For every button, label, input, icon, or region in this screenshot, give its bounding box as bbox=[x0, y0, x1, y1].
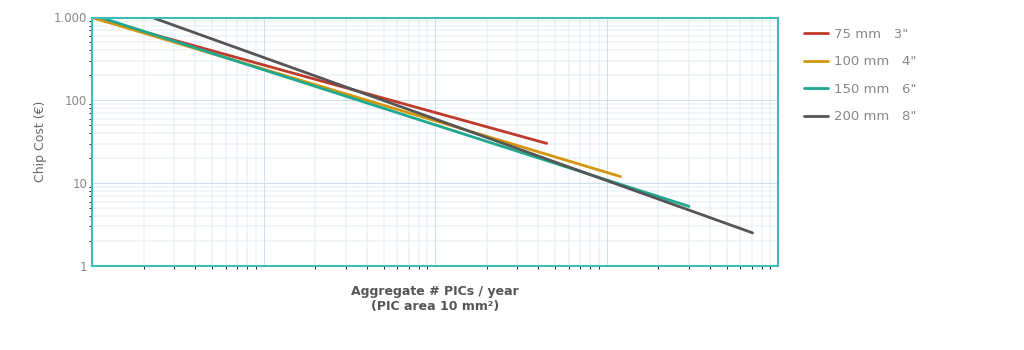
100 mm   4" bbox=[614, 174, 627, 179]
100 mm   4" bbox=[86, 15, 98, 20]
150 mm   6" bbox=[455, 131, 467, 135]
150 mm   6" bbox=[591, 175, 603, 179]
100 mm   4" bbox=[88, 16, 100, 20]
200 mm   8" bbox=[502, 143, 514, 147]
75 mm   3" bbox=[498, 130, 510, 134]
Line: 100 mm   4": 100 mm 4" bbox=[92, 18, 621, 176]
100 mm   4" bbox=[410, 113, 422, 117]
100 mm   4" bbox=[531, 149, 544, 154]
100 mm   4" bbox=[398, 110, 411, 114]
Line: 150 mm   6": 150 mm 6" bbox=[100, 18, 689, 206]
75 mm   3" bbox=[541, 141, 553, 146]
200 mm   8" bbox=[690, 211, 702, 215]
150 mm   6" bbox=[444, 128, 457, 132]
200 mm   8" bbox=[513, 147, 525, 152]
200 mm   8" bbox=[652, 197, 665, 201]
200 mm   8" bbox=[746, 231, 759, 235]
100 mm   4" bbox=[400, 110, 413, 114]
150 mm   6" bbox=[442, 127, 455, 131]
75 mm   3" bbox=[87, 16, 99, 20]
150 mm   6" bbox=[94, 15, 106, 20]
200 mm   8" bbox=[148, 16, 161, 20]
Line: 75 mm   3": 75 mm 3" bbox=[92, 18, 547, 144]
150 mm   6" bbox=[683, 204, 695, 209]
Legend: 75 mm   3", 100 mm   4", 150 mm   6", 200 mm   8": 75 mm 3", 100 mm 4", 150 mm 6", 200 mm 8… bbox=[799, 22, 923, 128]
100 mm   4" bbox=[565, 160, 578, 164]
200 mm   8" bbox=[504, 144, 516, 148]
Y-axis label: Chip Cost (€): Chip Cost (€) bbox=[34, 101, 47, 182]
150 mm   6" bbox=[96, 16, 109, 20]
75 mm   3" bbox=[469, 121, 481, 126]
75 mm   3" bbox=[86, 15, 98, 20]
75 mm   3" bbox=[365, 92, 377, 97]
75 mm   3" bbox=[356, 90, 369, 94]
Line: 200 mm   8": 200 mm 8" bbox=[153, 18, 753, 233]
X-axis label: Aggregate # PICs / year
(PIC area 10 mm²): Aggregate # PICs / year (PIC area 10 mm²… bbox=[351, 285, 519, 313]
75 mm   3" bbox=[355, 90, 368, 94]
150 mm   6" bbox=[628, 187, 640, 191]
200 mm   8" bbox=[146, 15, 159, 20]
